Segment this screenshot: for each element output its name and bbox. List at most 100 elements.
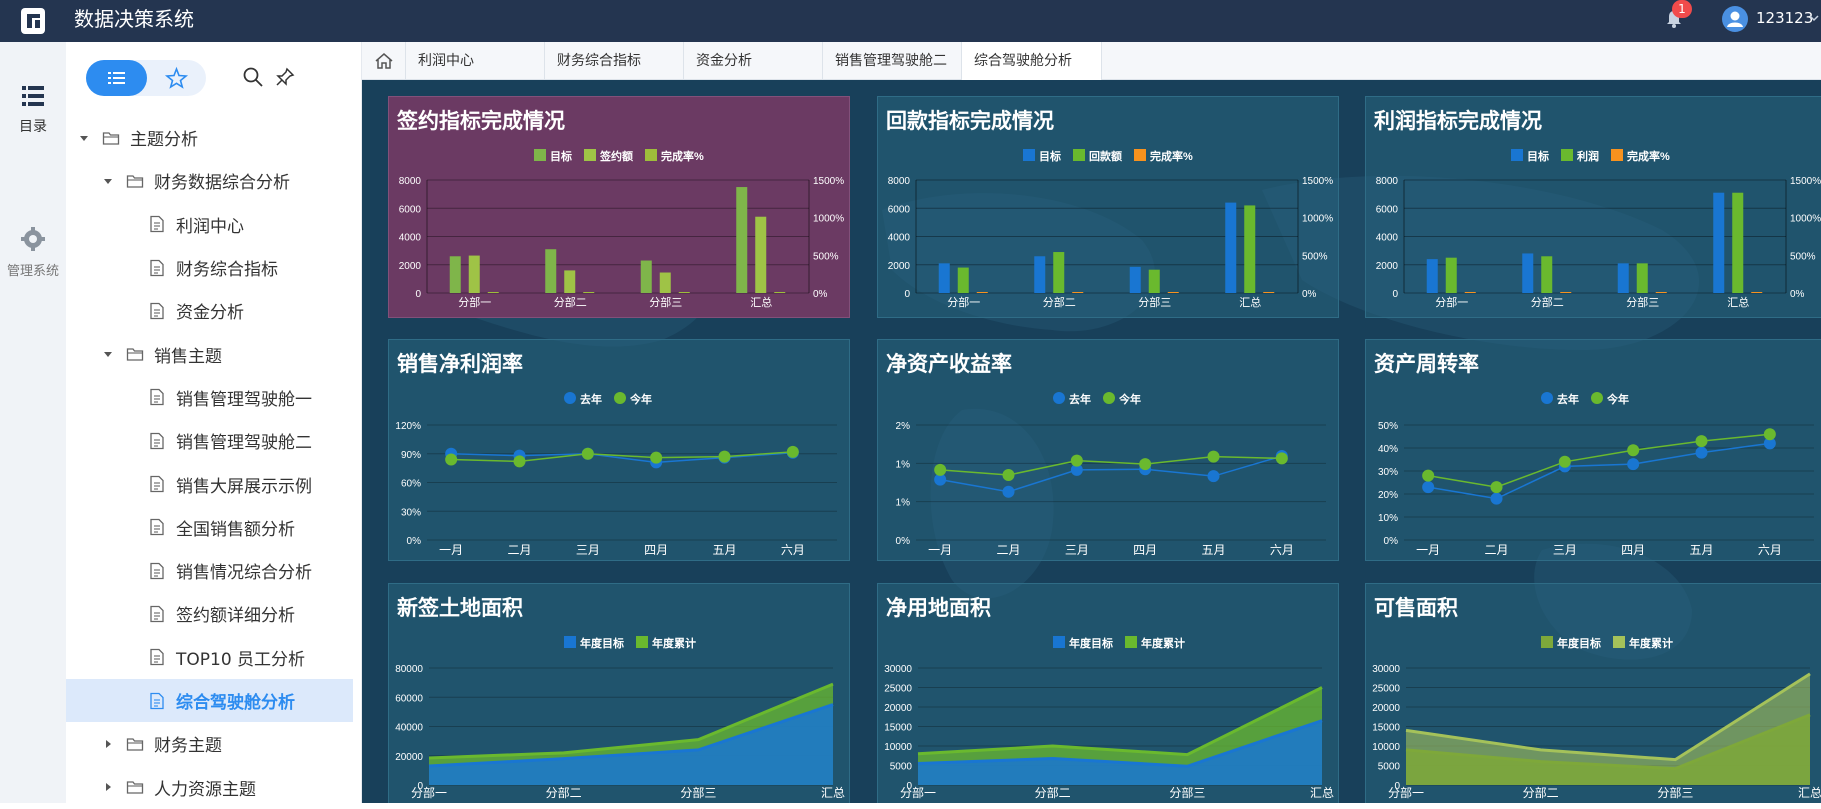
data-point[interactable]: [786, 445, 799, 458]
bar[interactable]: [1464, 292, 1476, 293]
bar[interactable]: [755, 216, 767, 293]
app-logo-icon[interactable]: [18, 6, 48, 36]
bar[interactable]: [1445, 257, 1457, 293]
bar[interactable]: [1751, 292, 1763, 293]
sidebar-item[interactable]: 财务数据综合分析: [66, 159, 361, 202]
data-point[interactable]: [650, 451, 663, 464]
tab[interactable]: 财务综合指标: [545, 42, 684, 80]
data-point[interactable]: [1422, 481, 1435, 494]
series-line[interactable]: [917, 686, 1323, 757]
search-icon[interactable]: [242, 66, 264, 88]
series-line[interactable]: [1405, 713, 1811, 771]
legend-item[interactable]: 年度目标: [1053, 636, 1113, 650]
data-point[interactable]: [1558, 455, 1571, 468]
legend-item[interactable]: 利润: [1561, 149, 1599, 163]
bar[interactable]: [938, 263, 950, 293]
legend-item[interactable]: 完成率%: [1611, 149, 1670, 163]
sidebar-item[interactable]: 综合驾驶舱分析: [66, 678, 353, 723]
sidebar-item[interactable]: 签约额详细分析: [66, 592, 361, 635]
legend-item[interactable]: 完成率%: [645, 149, 704, 163]
data-point[interactable]: [1763, 428, 1776, 441]
legend-item[interactable]: 今年: [1591, 392, 1629, 406]
caret-down-icon[interactable]: [78, 132, 90, 144]
rail-item-catalog[interactable]: 目录: [0, 84, 66, 136]
data-point[interactable]: [718, 450, 731, 463]
sidebar-item[interactable]: 销售管理驾驶舱二: [66, 419, 361, 462]
data-point[interactable]: [445, 453, 458, 466]
bar[interactable]: [957, 267, 969, 293]
data-point[interactable]: [1002, 469, 1015, 482]
legend-item[interactable]: 年度目标: [1541, 636, 1601, 650]
user-avatar[interactable]: [1722, 6, 1748, 32]
bar[interactable]: [583, 292, 595, 293]
bar[interactable]: [1263, 292, 1275, 293]
legend-item[interactable]: 去年: [1053, 392, 1091, 406]
data-point[interactable]: [1275, 452, 1288, 465]
bar[interactable]: [678, 292, 690, 293]
pin-icon[interactable]: [274, 66, 296, 88]
bar[interactable]: [1072, 292, 1084, 293]
bar[interactable]: [1426, 259, 1438, 293]
data-point[interactable]: [1490, 481, 1503, 494]
legend-item[interactable]: 年度累计: [636, 636, 696, 650]
bar[interactable]: [1129, 266, 1141, 293]
bar[interactable]: [640, 260, 652, 293]
favorites-button[interactable]: [147, 60, 206, 96]
bar[interactable]: [1053, 252, 1065, 293]
caret-down-icon[interactable]: [102, 348, 114, 360]
tab[interactable]: 销售管理驾驶舱二: [823, 42, 962, 80]
bar[interactable]: [468, 255, 480, 293]
bar[interactable]: [1655, 292, 1667, 293]
bar[interactable]: [1225, 202, 1237, 293]
legend-item[interactable]: 年度累计: [1125, 636, 1185, 650]
legend-item[interactable]: 目标: [1511, 149, 1549, 163]
sidebar-item[interactable]: 主题分析: [66, 116, 361, 159]
data-point[interactable]: [1070, 463, 1083, 476]
data-point[interactable]: [1422, 469, 1435, 482]
legend-item[interactable]: 签约额: [584, 149, 633, 163]
bar[interactable]: [1636, 263, 1648, 293]
caret-down-icon[interactable]: [102, 175, 114, 187]
bar[interactable]: [1713, 192, 1725, 293]
legend-item[interactable]: 目标: [1023, 149, 1061, 163]
data-point[interactable]: [1207, 470, 1220, 483]
bar[interactable]: [774, 292, 786, 293]
bar[interactable]: [1732, 192, 1744, 293]
caret-right-icon[interactable]: [102, 738, 114, 750]
sidebar-item[interactable]: 财务综合指标: [66, 246, 361, 289]
bar[interactable]: [449, 256, 461, 293]
data-point[interactable]: [1763, 437, 1776, 450]
legend-item[interactable]: 完成率%: [1134, 149, 1193, 163]
legend-item[interactable]: 去年: [564, 392, 602, 406]
data-point[interactable]: [1490, 492, 1503, 505]
data-point[interactable]: [934, 463, 947, 476]
sidebar-item[interactable]: 销售主题: [66, 332, 361, 375]
bar[interactable]: [1034, 256, 1046, 293]
sidebar-item[interactable]: 全国销售额分析: [66, 506, 361, 549]
legend-item[interactable]: 年度累计: [1613, 636, 1673, 650]
bar[interactable]: [1167, 292, 1179, 293]
series-line[interactable]: [1405, 672, 1811, 762]
rail-item-admin[interactable]: 管理系统: [0, 226, 66, 279]
home-tab[interactable]: [362, 42, 406, 80]
data-point[interactable]: [1139, 458, 1152, 471]
series-line[interactable]: [428, 682, 834, 760]
list-view-button[interactable]: [86, 60, 147, 96]
data-point[interactable]: [934, 473, 947, 486]
bar[interactable]: [487, 292, 499, 293]
bar[interactable]: [1541, 256, 1553, 293]
legend-item[interactable]: 目标: [534, 149, 572, 163]
series-line[interactable]: [428, 703, 834, 768]
tab[interactable]: 综合驾驶舱分析: [962, 42, 1102, 80]
series-line[interactable]: [917, 719, 1323, 768]
bar[interactable]: [1244, 205, 1256, 293]
sidebar-item[interactable]: TOP10 员工分析: [66, 636, 361, 679]
bar[interactable]: [1560, 292, 1572, 293]
sidebar-item[interactable]: 利润中心: [66, 203, 361, 246]
data-point[interactable]: [1695, 446, 1708, 459]
sidebar-item[interactable]: 销售情况综合分析: [66, 549, 361, 592]
bar[interactable]: [659, 272, 671, 293]
data-point[interactable]: [1695, 435, 1708, 448]
sidebar-item[interactable]: 销售大屏展示示例: [66, 462, 361, 505]
sidebar-item[interactable]: 人力资源主题: [66, 765, 361, 808]
